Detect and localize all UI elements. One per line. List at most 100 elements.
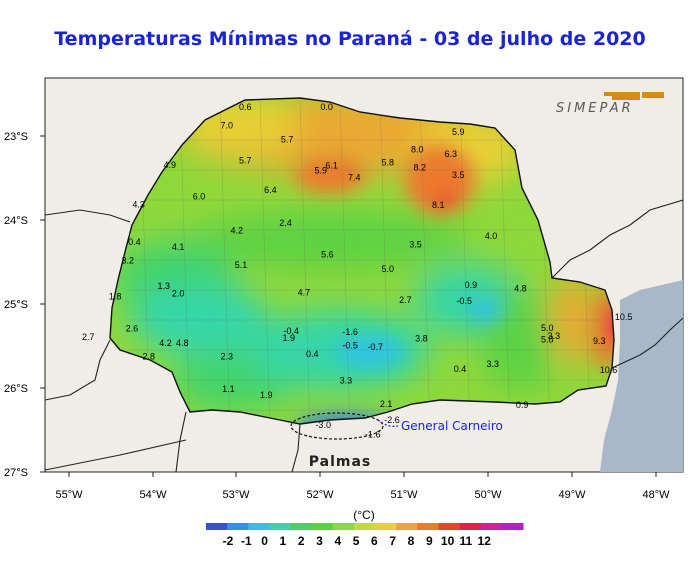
colorbar-swatch <box>501 523 524 530</box>
colorbar-tick-label: 1 <box>280 534 287 548</box>
colorbar-tick-label: 5 <box>353 534 360 548</box>
general-carneiro-label: General Carneiro <box>401 419 503 433</box>
station-value: 5.9 <box>452 127 465 137</box>
station-value: -0.5 <box>342 340 358 350</box>
station-value: -1.6 <box>365 429 381 439</box>
colorbar-swatch <box>311 523 334 530</box>
lon-label: 52°W <box>306 489 334 501</box>
lon-label: 48°W <box>642 489 670 501</box>
simepar-logo: SIMEPAR <box>556 92 664 116</box>
colorbar-tick-label: 11 <box>460 534 473 548</box>
station-value: 0.6 <box>239 102 252 112</box>
colorbar-swatch <box>332 523 355 530</box>
station-value: 10.6 <box>600 365 618 375</box>
lon-label: 50°W <box>474 489 502 501</box>
colorbar-tick-label: 3 <box>316 534 323 548</box>
station-value: 2.3 <box>220 351 233 361</box>
station-value: -1.6 <box>342 327 358 337</box>
colorbar-swatch <box>417 523 439 530</box>
station-value: 9.3 <box>593 336 606 346</box>
colorbar-swatch <box>396 523 418 530</box>
colorbar-swatch <box>206 523 228 530</box>
map-title: Temperaturas Mínimas no Paraná - 03 de j… <box>54 28 646 50</box>
station-value: 7.4 <box>348 172 361 182</box>
colorbar-tick-label: 7 <box>389 534 396 548</box>
lon-label: 55°W <box>55 489 83 501</box>
station-value: 2.6 <box>126 324 139 334</box>
parana-border <box>109 97 615 425</box>
lon-label: 53°W <box>222 489 250 501</box>
station-value: 5.1 <box>235 260 248 270</box>
station-value: -0.7 <box>367 342 383 352</box>
station-value: 3.2 <box>121 256 134 266</box>
temperature-field <box>110 98 614 424</box>
station-value: 6.4 <box>264 185 277 195</box>
station-value: 2.1 <box>380 399 393 409</box>
station-value: 2.0 <box>172 288 185 298</box>
station-value: 5.0 <box>541 323 554 333</box>
general-carneiro-leader <box>377 419 399 427</box>
station-value: 0.9 <box>516 400 529 410</box>
station-value: 1.1 <box>222 384 235 394</box>
station-value: -2.6 <box>384 415 400 425</box>
colorbar-swatch <box>248 523 270 530</box>
colorbar-swatch <box>480 523 503 530</box>
colorbar-swatch <box>459 523 482 530</box>
colorbar-swatch <box>353 523 376 530</box>
station-value: 0.4 <box>128 237 141 247</box>
station-value: 0.9 <box>465 280 478 290</box>
colorbar-swatch <box>375 523 397 530</box>
lon-label: 49°W <box>558 489 586 501</box>
station-value: 5.7 <box>239 156 252 166</box>
station-value: 2.7 <box>399 295 412 305</box>
station-value: 3.3 <box>486 359 499 369</box>
station-value: 5.7 <box>281 135 294 145</box>
colorbar-swatch <box>227 523 249 530</box>
station-value: 4.8 <box>514 283 527 293</box>
station-value: 3.8 <box>415 334 428 344</box>
lat-label: 24°S <box>4 215 28 227</box>
latitude-labels: 23°S 24°S 25°S 26°S 27°S <box>4 131 45 479</box>
colorbar-tick-label: 2 <box>298 534 305 548</box>
station-value: 7.0 <box>220 120 233 130</box>
station-value: 4.1 <box>172 242 185 252</box>
station-value: -0.4 <box>284 326 300 336</box>
station-value: 1.3 <box>158 281 171 291</box>
colorbar-swatch <box>438 523 461 530</box>
station-value: 1.9 <box>283 333 296 343</box>
palmas-label: Palmas <box>309 454 372 470</box>
station-value: 8.0 <box>411 145 424 155</box>
station-value: 4.2 <box>231 225 244 235</box>
station-value: -3.0 <box>315 420 331 430</box>
colorbar-unit: (°C) <box>353 508 374 522</box>
station-value: 3.3 <box>548 331 561 341</box>
station-value: 2.7 <box>82 332 95 342</box>
station-value: -0.5 <box>456 296 472 306</box>
station-value: 4.2 <box>159 338 172 348</box>
station-value: 6.0 <box>193 192 206 202</box>
station-value: 4.3 <box>132 199 145 209</box>
station-value: 5.8 <box>382 157 395 167</box>
longitude-labels: 55°W 54°W 53°W 52°W 51°W 50°W 49°W 48°W <box>55 472 670 501</box>
station-value: 3.5 <box>452 170 465 180</box>
station-value: 8.2 <box>413 162 426 172</box>
ocean <box>600 280 683 472</box>
station-value: 3.5 <box>409 240 422 250</box>
station-value: 4.9 <box>163 160 176 170</box>
station-value: 5.0 <box>382 264 395 274</box>
colorbar-tick-label: -1 <box>241 534 252 548</box>
lat-label: 25°S <box>4 299 28 311</box>
station-value: 5.6 <box>321 250 334 260</box>
simepar-logo-text: SIMEPAR <box>556 101 634 116</box>
palmas-annotation: General Carneiro Palmas <box>290 412 503 470</box>
colorbar-tick-label: 0 <box>261 534 268 548</box>
station-values: 7.05.70.6 0.05.74.9 6.15.97.45.88.0 6.35.98… <box>82 102 632 440</box>
station-value: 6.1 <box>325 161 338 171</box>
colorbar-tick-label: 12 <box>478 534 492 548</box>
station-value: 0.4 <box>454 364 467 374</box>
palmas-circle <box>290 412 384 440</box>
station-value: 2.8 <box>142 351 155 361</box>
colorbar-swatch <box>269 523 291 530</box>
station-value: 5.9 <box>314 166 327 176</box>
